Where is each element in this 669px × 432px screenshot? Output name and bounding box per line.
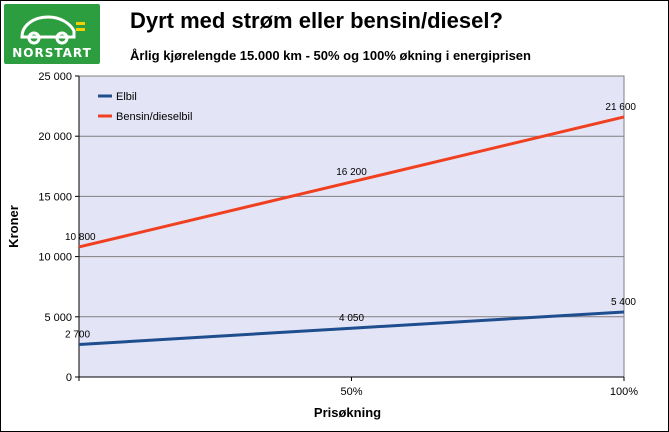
series-line-bensin bbox=[78, 115, 625, 249]
data-label: 21 600 bbox=[605, 102, 636, 113]
y-tick-label: 5 000 bbox=[44, 312, 72, 324]
chart-subtitle: Årlig kjørelengde 15.000 km - 50% og 100… bbox=[130, 48, 531, 63]
norstart-logo: NORSTART bbox=[4, 4, 100, 64]
y-tick-label: 0 bbox=[66, 372, 72, 384]
legend: Elbil Bensin/dieselbil bbox=[98, 91, 192, 123]
x-tick-label: 50% bbox=[340, 386, 362, 398]
y-tick-label: 10 000 bbox=[38, 252, 72, 264]
y-axis-title: Kroner bbox=[6, 205, 21, 248]
legend-label: Bensin/dieselbil bbox=[116, 111, 192, 123]
data-label: 10 800 bbox=[65, 232, 96, 243]
data-label: 5 400 bbox=[611, 297, 636, 308]
data-label: 4 050 bbox=[339, 313, 364, 324]
y-tick-label: 25 000 bbox=[38, 71, 72, 83]
y-tick-label: 20 000 bbox=[38, 131, 72, 143]
data-label: 2 700 bbox=[65, 329, 90, 340]
logo-text: NORSTART bbox=[12, 46, 92, 60]
chart-title: Dyrt med strøm eller bensin/diesel? bbox=[130, 8, 503, 33]
data-label: 16 200 bbox=[336, 167, 367, 178]
x-tick-label: 100% bbox=[610, 386, 638, 398]
series-line-elbil bbox=[78, 310, 625, 346]
x-axis-title: Prisøkning bbox=[314, 405, 381, 420]
legend-label: Elbil bbox=[116, 91, 137, 103]
y-tick-label: 15 000 bbox=[38, 191, 72, 203]
electric-car-icon bbox=[20, 15, 85, 45]
